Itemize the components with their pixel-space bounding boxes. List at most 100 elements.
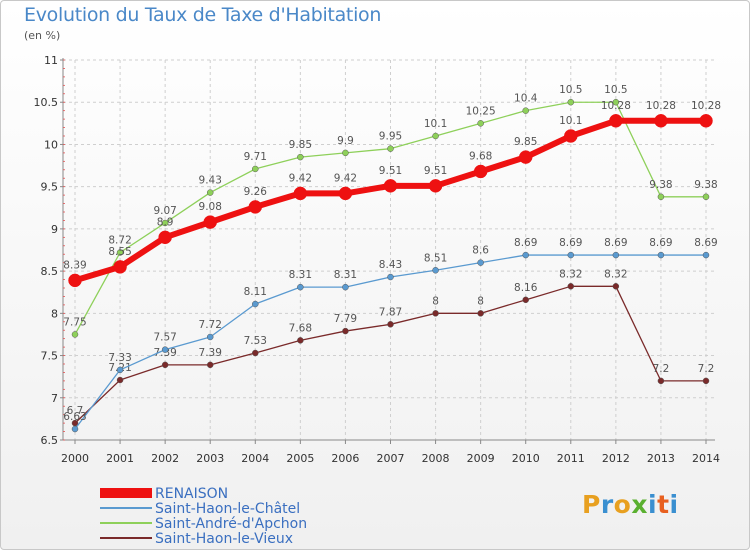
data-point — [297, 337, 304, 344]
data-label: 9.42 — [334, 172, 357, 184]
series-saint-haon-le-ch-tel: 6.63 7.33 7.57 7.72 8.11 8.31 8.31 8.43 8.51 8.6 8… — [63, 237, 718, 433]
data-label: 8 — [477, 295, 484, 307]
data-point — [297, 153, 304, 161]
data-label: 8.31 — [289, 269, 312, 281]
data-label: 9.42 — [289, 172, 312, 184]
data-point — [206, 189, 214, 196]
data-label: 7.75 — [63, 316, 86, 328]
y-tick-label: 7 — [51, 392, 58, 405]
data-point — [252, 165, 259, 173]
data-point — [203, 215, 217, 229]
data-label: 8.69 — [694, 237, 717, 249]
data-label: 6.63 — [63, 411, 86, 423]
y-unit-label: (en %) — [24, 29, 61, 42]
logo-letter: t — [657, 490, 670, 519]
data-point — [477, 259, 484, 266]
x-tick-label: 2000 — [61, 452, 89, 465]
data-point — [338, 186, 353, 201]
data-point — [428, 179, 443, 193]
x-tick-label: 2004 — [241, 452, 269, 465]
data-label: 6.7 — [67, 405, 84, 417]
data-point — [383, 179, 398, 193]
data-point — [297, 283, 304, 291]
legend-label: Saint-André-d'Apchon — [155, 516, 307, 532]
y-tick-label: 6.5 — [41, 434, 59, 447]
data-label: 7.79 — [334, 313, 357, 325]
data-label: 10.4 — [514, 93, 538, 105]
data-point — [657, 193, 665, 201]
data-label: 10.25 — [466, 105, 496, 117]
x-tick-label: 2009 — [467, 452, 495, 465]
data-point — [116, 249, 124, 256]
data-label: 8.11 — [244, 286, 267, 298]
data-point — [432, 132, 439, 140]
data-label: 9.71 — [244, 151, 267, 163]
data-label: 8.69 — [604, 237, 627, 249]
data-label: 9.38 — [649, 179, 672, 191]
data-label: 9.85 — [514, 136, 537, 148]
x-tick-label: 2008 — [422, 452, 450, 465]
data-point — [387, 273, 394, 281]
data-point — [567, 98, 575, 106]
y-tick-label: 11 — [44, 54, 58, 67]
y-tick-label: 8 — [51, 307, 58, 320]
series-saint-haon-le-vieux: 6.77.217.397.397.537.687.797.87888.168.3… — [67, 268, 714, 427]
data-point — [161, 361, 169, 369]
data-label: 8.32 — [559, 268, 582, 280]
x-tick-label: 2013 — [647, 452, 675, 465]
data-point — [522, 251, 529, 259]
data-label: 10.1 — [559, 115, 582, 127]
data-label: 8.51 — [424, 252, 447, 264]
data-label: 7.68 — [289, 322, 312, 334]
data-label: 8.31 — [334, 269, 357, 281]
x-tick-label: 2005 — [286, 452, 314, 465]
data-label: 10.28 — [691, 100, 721, 112]
x-tick-label: 2012 — [602, 452, 630, 465]
series-saint-andr-d-apchon: 7.75 8.72 9.07 9.43 9.71 9.85 9.9 9.95 10.1 10.25… — [63, 84, 718, 338]
data-point — [387, 321, 394, 328]
data-point — [252, 349, 259, 357]
data-point — [116, 366, 124, 374]
data-point — [68, 273, 82, 288]
data-point — [612, 98, 620, 106]
data-point — [477, 310, 484, 317]
data-point — [702, 193, 710, 201]
data-point — [293, 186, 308, 201]
series-layer: 6.77.217.397.397.537.687.797.87888.168.3… — [63, 84, 721, 433]
data-label: 9.26 — [244, 186, 268, 198]
data-label: 7.2 — [653, 363, 670, 375]
data-point — [657, 377, 665, 385]
chart-title: Evolution du Taux de Taxe d'Habitation — [24, 4, 382, 26]
data-point — [567, 283, 575, 290]
data-point — [522, 296, 529, 304]
data-point — [702, 251, 710, 259]
data-point — [522, 107, 529, 114]
data-point — [654, 114, 668, 128]
data-point — [161, 219, 169, 227]
data-label: 8.6 — [472, 245, 489, 257]
proxiti-logo: Proxiti — [582, 490, 679, 519]
data-label: 10.1 — [424, 118, 447, 130]
legend-label: Saint-Haon-le-Châtel — [155, 501, 300, 517]
y-tick-label: 10.5 — [34, 96, 59, 109]
data-label: 8.39 — [63, 259, 86, 271]
legend-label: Saint-Haon-le-Vieux — [155, 531, 293, 547]
data-point — [116, 376, 124, 384]
data-point — [612, 283, 620, 290]
data-label: 10.28 — [601, 100, 631, 112]
data-point — [71, 425, 79, 433]
data-point — [252, 300, 259, 308]
data-point — [206, 361, 214, 369]
data-label: 9.51 — [379, 165, 402, 177]
logo-letter: P — [582, 490, 601, 519]
data-point — [477, 120, 484, 127]
data-label: 9.95 — [379, 131, 402, 143]
data-label: 8.43 — [379, 259, 402, 271]
y-tick-label: 8.5 — [41, 265, 59, 278]
x-tick-label: 2011 — [557, 452, 585, 465]
data-point — [342, 283, 349, 291]
data-point — [206, 333, 214, 341]
data-label: 10.5 — [604, 84, 627, 96]
data-label: 10.5 — [559, 84, 582, 96]
